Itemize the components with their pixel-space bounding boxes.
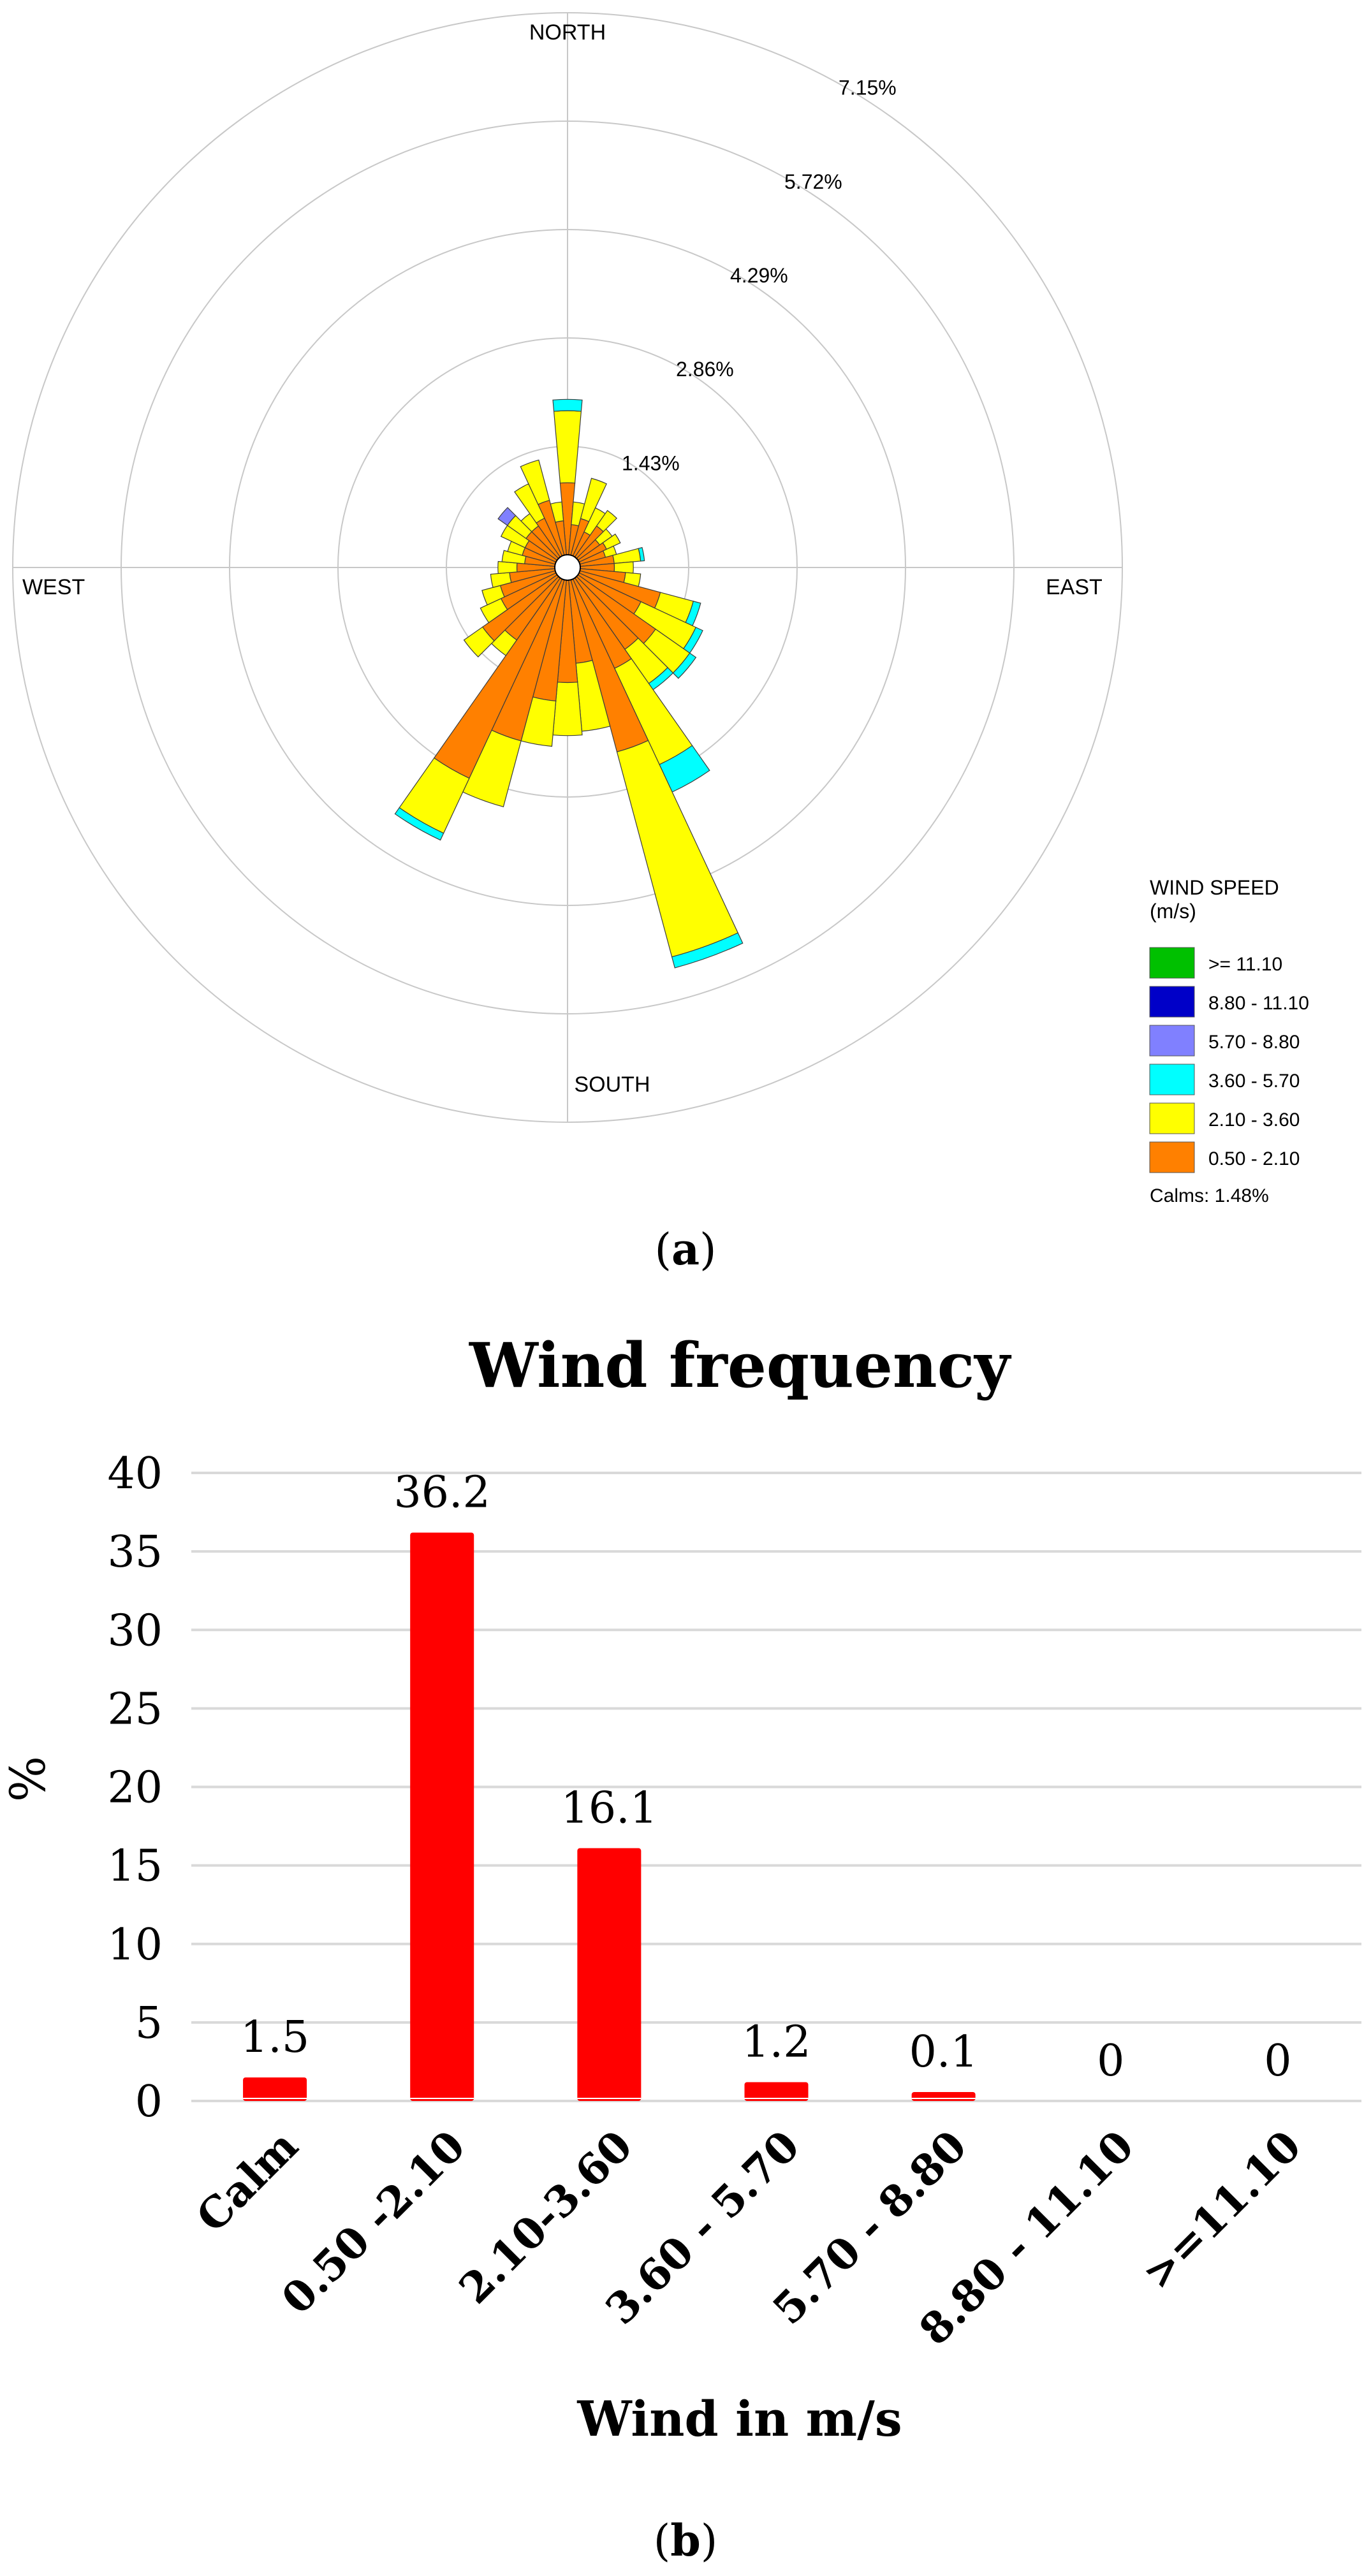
caption-a: (a) — [0, 1224, 1371, 1275]
compass-west-label: WEST — [22, 575, 85, 599]
compass-south-label: SOUTH — [575, 1072, 650, 1097]
wind-rose-panel: 1.43% 2.86% 4.29% 5.72% 7.15% NORTH EAST SOU… — [0, 0, 1371, 1282]
rose-sector-350-band-2 — [550, 501, 564, 523]
rose-sector-310-band-4 — [497, 507, 517, 526]
caption-b-open: ( — [653, 2516, 671, 2566]
data-label-3: 16.1 — [561, 1783, 657, 1834]
caption-a-open: ( — [654, 1225, 671, 1275]
legend-units: (m/s) — [1150, 900, 1196, 923]
rose-sector-130-band-3 — [672, 652, 697, 679]
legend-calms: Calms: 1.48% — [1150, 1185, 1269, 1206]
legend-label-3: 5.70 - 8.80 — [1208, 1032, 1300, 1053]
legend-swatch-2 — [1149, 986, 1195, 1018]
rose-sector-40-band-2 — [596, 509, 618, 532]
caption-b-letter: b — [670, 2515, 701, 2566]
wind-rose-chart: 1.43% 2.86% 4.29% 5.72% 7.15% NORTH EAST SOU… — [12, 12, 1309, 1206]
caption-b-close: ) — [700, 2516, 718, 2566]
bar-4 — [744, 2082, 809, 2101]
rose-sector-230-band-2 — [463, 626, 495, 658]
legend-swatch-3 — [1149, 1025, 1195, 1057]
data-label-4: 1.2 — [742, 2017, 810, 2067]
y-tick-10: 10 — [107, 1920, 163, 1970]
rose-sector-260-band-2 — [490, 572, 512, 589]
rose-ring-label-3: 4.29% — [730, 264, 788, 287]
data-label-6: 0 — [1097, 2036, 1124, 2086]
rose-ring-label-2: 2.86% — [676, 358, 734, 381]
legend-swatch-5 — [1149, 1102, 1195, 1134]
caption-a-letter: a — [671, 1224, 700, 1275]
rose-ring-label-5: 7.15% — [839, 77, 897, 99]
data-label-1: 1.5 — [240, 2012, 309, 2063]
y-tick-25: 25 — [107, 1684, 163, 1734]
rose-sector-80-band-2 — [612, 548, 642, 564]
bars — [243, 1532, 976, 2101]
rose-grid — [12, 12, 1123, 1123]
wind-speed-legend: WIND SPEED (m/s) >= 11.10 8.80 - 11.10 5.7… — [1149, 876, 1309, 1206]
y-gridlines — [191, 1472, 1361, 2102]
wind-frequency-chart: Wind frequency % 0 5 10 15 20 25 30 35 40 1.5 36.… — [0, 1329, 1361, 2447]
compass-north-label: NORTH — [529, 20, 606, 45]
x-axis-label: Wind in m/s — [576, 2390, 902, 2447]
y-tick-35: 35 — [107, 1527, 163, 1577]
bar-3 — [577, 1848, 642, 2101]
rose-sector-80-band-3 — [638, 546, 645, 562]
caption-b: (b) — [0, 2515, 1371, 2566]
bar-1 — [243, 2077, 307, 2101]
data-label-2: 36.2 — [394, 1468, 490, 1518]
data-label-5: 0.1 — [909, 2027, 978, 2077]
y-tick-30: 30 — [107, 1606, 163, 1656]
rose-sector-240-band-2 — [480, 597, 508, 624]
y-tick-labels: 0 5 10 15 20 25 30 35 40 — [107, 1449, 163, 2127]
legend-swatch-4 — [1149, 1064, 1195, 1095]
bar-5 — [911, 2092, 976, 2101]
compass-labels: NORTH EAST SOUTH WEST — [22, 20, 1103, 1097]
y-axis-label: % — [0, 1756, 56, 1802]
rose-sector-20-band-2 — [580, 478, 608, 522]
legend-label-6: 0.50 - 2.10 — [1208, 1148, 1300, 1169]
rose-sector-270-band-2 — [497, 560, 518, 574]
bar-chart-panel: Wind frequency % 0 5 10 15 20 25 30 35 40 1.5 36.… — [0, 1282, 1371, 2576]
rose-ring-labels: 1.43% 2.86% 4.29% 5.72% 7.15% — [622, 77, 897, 475]
legend-label-4: 3.60 - 5.70 — [1208, 1071, 1300, 1092]
rose-sector-0-band-2 — [553, 410, 582, 484]
legend-label-5: 2.10 - 3.60 — [1208, 1109, 1300, 1131]
y-tick-15: 15 — [107, 1841, 163, 1892]
rose-sector-160-band-3 — [671, 932, 744, 969]
y-tick-20: 20 — [107, 1763, 163, 1813]
rose-ring-label-4: 5.72% — [784, 170, 842, 193]
bar-2 — [410, 1532, 474, 2101]
legend-swatch-6 — [1149, 1141, 1195, 1173]
legend-title: WIND SPEED — [1150, 876, 1279, 899]
compass-east-label: EAST — [1046, 575, 1103, 599]
rose-sector-250-band-2 — [481, 585, 505, 606]
x-tick-1: Calm — [187, 2121, 308, 2242]
y-tick-0: 0 — [135, 2077, 163, 2127]
data-label-7: 0 — [1264, 2036, 1291, 2086]
chart-title: Wind frequency — [469, 1329, 1012, 1401]
caption-a-close: ) — [700, 1225, 717, 1275]
rose-sectors — [394, 399, 744, 969]
rose-sector-60-band-2 — [602, 533, 621, 550]
legend-label-2: 8.80 - 11.10 — [1208, 993, 1309, 1014]
rose-sector-0-band-3 — [552, 399, 583, 412]
legend-swatch-1 — [1149, 947, 1195, 979]
legend-label-1: >= 11.10 — [1208, 954, 1282, 975]
rose-center-hub — [554, 554, 581, 581]
rose-sector-210-band-3 — [394, 807, 444, 841]
rose-sector-180-band-2 — [552, 682, 583, 736]
rose-sector-340-band-2 — [520, 459, 550, 505]
y-tick-5: 5 — [135, 1998, 163, 2049]
x-tick-7: >=11.10 — [1133, 2121, 1311, 2299]
rose-sector-280-band-2 — [501, 550, 527, 564]
y-tick-40: 40 — [107, 1449, 163, 1499]
rose-ring-label-1: 1.43% — [622, 451, 680, 474]
data-labels: 1.5 36.2 16.1 1.2 0.1 0 0 — [240, 1468, 1292, 2086]
